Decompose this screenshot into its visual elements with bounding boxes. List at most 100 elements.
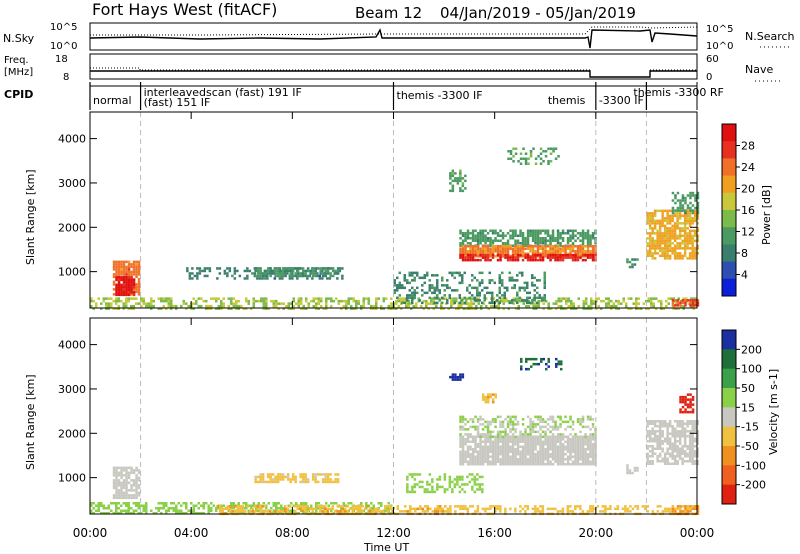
- echo-cell: [122, 466, 126, 470]
- echo-cell: [485, 297, 488, 300]
- plot-title: Fort Hays West (fitACF): [92, 0, 277, 19]
- echo-cell: [689, 507, 692, 511]
- echo-cell: [589, 453, 592, 456]
- echo-cell: [683, 442, 687, 445]
- echo-cell: [112, 280, 116, 284]
- echo-cell: [182, 299, 185, 303]
- echo-cell: [561, 420, 565, 424]
- echo-cell: [519, 453, 522, 456]
- echo-cell: [541, 430, 545, 434]
- echo-cell: [531, 232, 535, 235]
- echo-cell: [683, 244, 687, 248]
- echo-cell: [107, 507, 110, 510]
- echo-cell: [566, 455, 570, 458]
- echo-cell: [576, 247, 580, 250]
- echo-cell: [294, 505, 297, 508]
- echo-cell: [656, 252, 659, 255]
- echo-cell: [526, 433, 530, 436]
- echo-cell: [632, 302, 635, 305]
- echo-cell: [594, 253, 597, 257]
- echo-cell: [509, 255, 512, 258]
- echo-cell: [117, 270, 121, 274]
- echo-cell: [367, 297, 370, 300]
- echo-cell: [666, 460, 669, 463]
- echo-cell: [551, 425, 555, 429]
- echo-cell: [428, 473, 432, 476]
- echo-cell: [554, 256, 557, 259]
- echo-cell: [666, 447, 669, 450]
- echo-cell: [464, 438, 467, 441]
- echo-cell: [516, 242, 520, 245]
- echo-cell: [489, 395, 492, 399]
- echo-cell: [424, 505, 427, 508]
- echo-cell: [524, 253, 527, 257]
- echo-cell: [438, 289, 441, 292]
- echo-cell: [469, 445, 472, 448]
- echo-cell: [501, 255, 505, 258]
- echo-cell: [285, 304, 288, 308]
- echo-cell: [438, 485, 442, 489]
- colorbar-tick-label: 15: [741, 401, 755, 414]
- echo-cell: [666, 249, 669, 253]
- echo-cell: [207, 512, 210, 515]
- echo-cell: [561, 463, 565, 466]
- echo-cell: [474, 237, 477, 240]
- echo-cell: [459, 174, 462, 178]
- echo-cell: [195, 512, 198, 515]
- echo-cell: [648, 462, 652, 465]
- echo-cell: [409, 507, 412, 511]
- echo-cell: [576, 445, 580, 448]
- echo-cell: [696, 196, 700, 200]
- colorbar-tick-label: -15: [741, 421, 759, 434]
- echo-cell: [529, 250, 532, 253]
- echo-cell: [102, 299, 105, 303]
- echo-cell: [509, 450, 512, 453]
- echo-cell: [561, 443, 565, 446]
- echo-cell: [676, 234, 679, 238]
- echo-cell: [351, 505, 354, 508]
- echo-cell: [448, 483, 452, 486]
- echo-cell: [486, 258, 490, 262]
- echo-cell: [112, 471, 116, 475]
- echo-cell: [112, 293, 116, 296]
- echo-cell: [542, 357, 545, 361]
- echo-cell: [529, 420, 532, 424]
- echo-cell: [646, 222, 649, 225]
- echo-cell: [693, 422, 697, 425]
- echo-cell: [653, 224, 657, 228]
- echo-cell: [688, 445, 692, 448]
- echo-cell: [596, 505, 600, 508]
- echo-cell: [688, 455, 692, 458]
- colorbar-tick-label: -200: [741, 479, 766, 492]
- echo-cell: [436, 510, 439, 513]
- echo-cell: [696, 430, 699, 433]
- echo-cell: [127, 476, 131, 480]
- cpid-segment-label: themis -3300 IF: [397, 89, 483, 102]
- echo-cell: [423, 488, 427, 491]
- echo-cell: [220, 302, 223, 305]
- echo-cell: [536, 435, 540, 438]
- echo-cell: [125, 489, 128, 492]
- echo-cell: [426, 488, 429, 491]
- echo-cell: [525, 360, 528, 363]
- echo-cell: [481, 232, 485, 235]
- echo-cell: [683, 440, 687, 443]
- echo-cell: [539, 162, 543, 165]
- echo-cell: [546, 423, 550, 426]
- echo-cell: [663, 455, 667, 458]
- echo-cell: [536, 253, 540, 257]
- echo-cell: [527, 357, 530, 361]
- echo-cell: [499, 252, 502, 255]
- echo-cell: [478, 284, 481, 287]
- echo-cell: [569, 438, 572, 441]
- echo-cell: [306, 505, 309, 508]
- echo-cell: [276, 478, 280, 481]
- echo-cell: [193, 274, 197, 278]
- echo-cell: [160, 299, 163, 303]
- echo-cell: [404, 505, 407, 508]
- echo-cell: [673, 232, 677, 235]
- echo-cell: [521, 450, 525, 453]
- echo-cell: [681, 301, 685, 305]
- echo-cell: [97, 297, 100, 300]
- echo-cell: [515, 307, 518, 310]
